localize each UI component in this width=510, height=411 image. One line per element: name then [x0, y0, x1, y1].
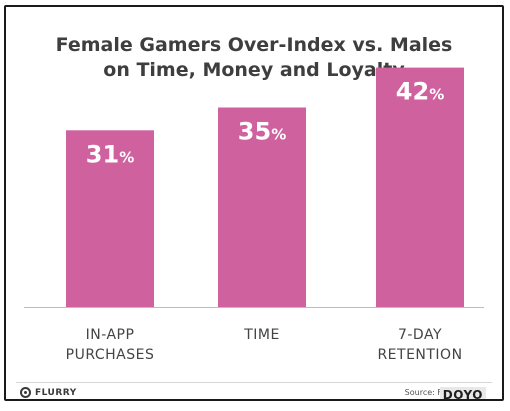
- bar-1: [218, 107, 306, 307]
- chart-footer: FLURRY Source: F DOYO: [20, 387, 490, 399]
- flurry-logo-icon: [20, 387, 31, 398]
- bar-2: [376, 67, 464, 307]
- category-label-0-0: IN-APP: [86, 327, 135, 343]
- bar-value-label-1: 35%: [238, 118, 286, 146]
- footer-divider: [16, 382, 492, 383]
- bar-0: [66, 130, 154, 307]
- chart-title-line-2: on Time, Money and Loyalty: [103, 59, 405, 81]
- brand-logo: FLURRY: [20, 387, 77, 398]
- chart-title-line-1: Female Gamers Over-Index vs. Males: [55, 34, 453, 56]
- bar-value-label-2: 42%: [396, 78, 444, 106]
- chart-title: Female Gamers Over-Index vs. Males on Ti…: [6, 33, 502, 83]
- chart-frame: Female Gamers Over-Index vs. Males on Ti…: [4, 5, 504, 401]
- category-label-0-1: PURCHASES: [66, 347, 155, 363]
- watermark: DOYO: [439, 387, 486, 399]
- category-label-2-0: 7-DAY: [398, 327, 442, 343]
- bar-chart-svg: 31% IN-APP PURCHASES 35% TIME 42% 7-DAY RETENTI…: [24, 67, 484, 363]
- category-label-2-1: RETENTION: [377, 347, 462, 363]
- bar-value-label-0: 31%: [86, 140, 134, 168]
- brand-name: FLURRY: [35, 387, 77, 398]
- category-label-1-0: TIME: [243, 327, 280, 343]
- plot-area: 31% IN-APP PURCHASES 35% TIME 42% 7-DAY RETENTI…: [6, 7, 502, 399]
- source-note: Source: F: [404, 388, 442, 397]
